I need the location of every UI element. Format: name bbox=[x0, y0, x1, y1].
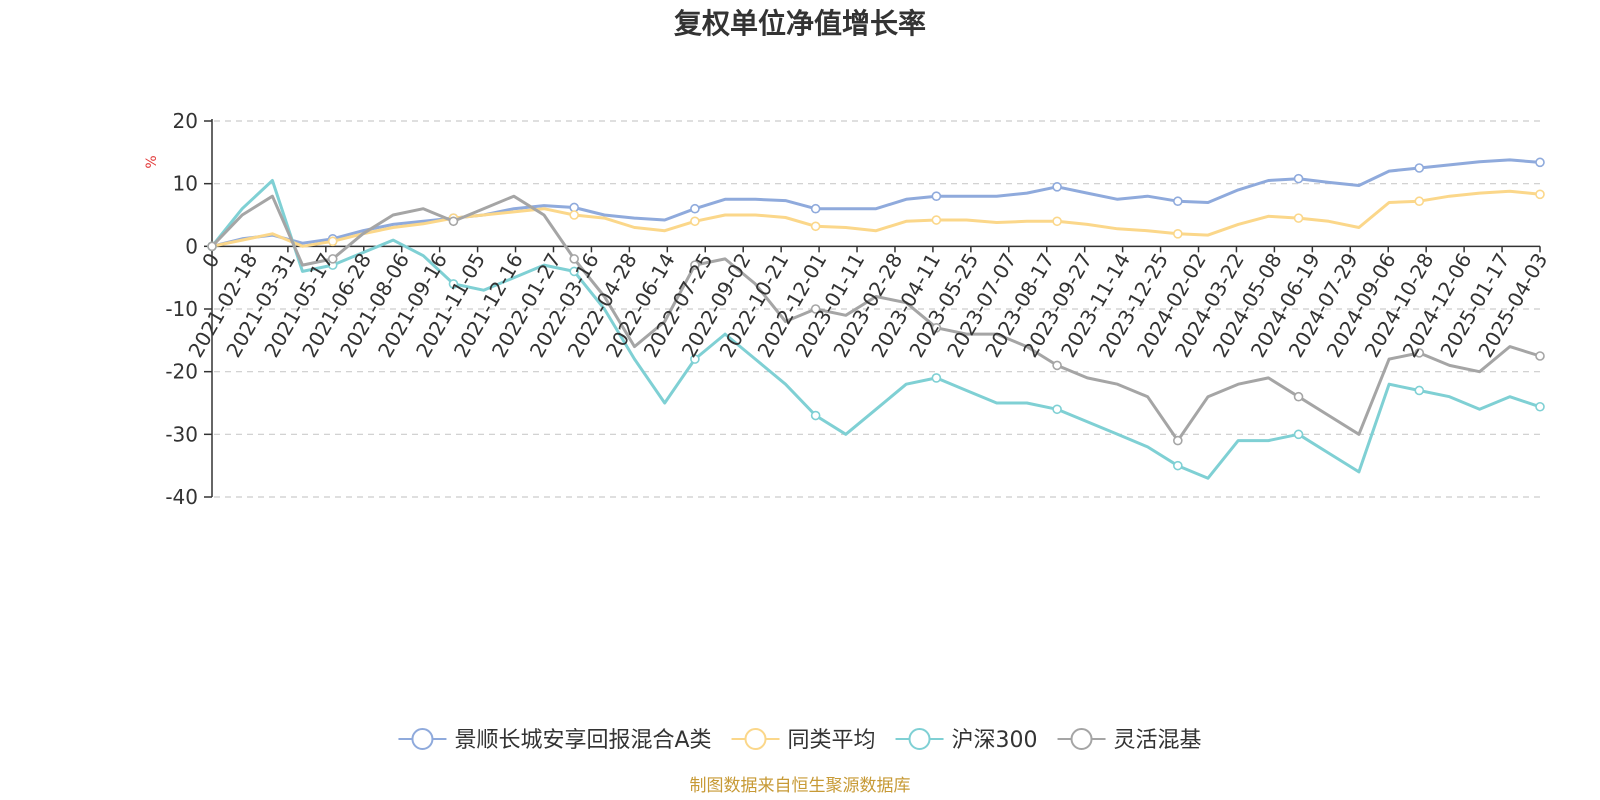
legend-label: 灵活混基 bbox=[1114, 728, 1202, 753]
legend-symbol-circle bbox=[908, 728, 931, 750]
data-point bbox=[1414, 163, 1425, 173]
data-point bbox=[1173, 435, 1183, 446]
data-point bbox=[1535, 401, 1545, 412]
data-point bbox=[569, 210, 579, 220]
legend-item-1[interactable]: 同类平均 bbox=[731, 728, 876, 753]
data-point bbox=[569, 254, 579, 264]
y-tick-label: -30 bbox=[165, 422, 198, 446]
y-tick-label: 0 bbox=[185, 234, 198, 258]
legend-label: 同类平均 bbox=[788, 728, 876, 753]
y-tick-label: -20 bbox=[165, 360, 198, 384]
legend-item-3[interactable]: 灵活混基 bbox=[1057, 728, 1202, 753]
data-point bbox=[448, 216, 459, 227]
data-point bbox=[1535, 157, 1545, 168]
data-point bbox=[1173, 460, 1183, 471]
series-line-2 bbox=[210, 179, 1541, 480]
data-point bbox=[690, 354, 700, 364]
legend-item-0[interactable]: 景顺长城安享回报混合A类 bbox=[398, 728, 712, 753]
y-tick-label: -40 bbox=[165, 485, 198, 509]
data-point bbox=[690, 260, 700, 270]
legend-item-2[interactable]: 沪深300 bbox=[895, 728, 1038, 753]
grid-layer bbox=[214, 120, 1540, 498]
data-point bbox=[1173, 196, 1183, 207]
data-point bbox=[1052, 182, 1062, 192]
data-point bbox=[569, 266, 579, 277]
data-point bbox=[810, 410, 821, 421]
series-line-0 bbox=[211, 158, 1541, 248]
series-line-3 bbox=[210, 194, 1541, 443]
data-point bbox=[931, 373, 942, 383]
series-layer bbox=[207, 157, 1545, 480]
data-point bbox=[1414, 348, 1425, 358]
data-point bbox=[1293, 429, 1304, 440]
data-point bbox=[327, 254, 338, 264]
data-point bbox=[1293, 213, 1304, 223]
data-point bbox=[207, 241, 217, 252]
data-point bbox=[810, 304, 821, 314]
y-tick-label: -10 bbox=[165, 297, 198, 321]
y-tick-label: 10 bbox=[173, 172, 198, 196]
axis-layer: 20 10 0 -10 -20 -30 -40 bbox=[165, 109, 1541, 509]
data-point bbox=[1414, 196, 1425, 207]
data-point bbox=[810, 203, 821, 214]
data-point bbox=[1535, 351, 1545, 361]
x-tick-label: 0 bbox=[197, 249, 224, 272]
data-source-note: 制图数据来自恒生聚源数据库 bbox=[690, 776, 911, 796]
data-point bbox=[1293, 391, 1304, 402]
data-point bbox=[931, 322, 942, 333]
legend-label: 沪深300 bbox=[952, 728, 1038, 753]
legend-symbol-circle bbox=[1070, 728, 1093, 750]
chart-title: 复权单位净值增长率 bbox=[674, 7, 926, 40]
legend-symbol-circle bbox=[744, 728, 767, 750]
data-point bbox=[327, 236, 338, 247]
data-point bbox=[931, 215, 942, 225]
series-line-1 bbox=[211, 189, 1541, 248]
legend-label: 景顺长城安享回报混合A类 bbox=[454, 728, 711, 753]
data-point bbox=[1052, 216, 1062, 227]
data-point bbox=[1173, 229, 1183, 239]
legend-symbol-circle bbox=[411, 728, 434, 750]
y-tick-label: 20 bbox=[173, 109, 198, 133]
data-point bbox=[931, 191, 942, 201]
legend[interactable]: 景顺长城安享回报混合A类 同类平均 沪深300 灵活混基 bbox=[398, 728, 1202, 753]
data-point bbox=[1535, 189, 1545, 200]
data-point bbox=[810, 221, 821, 232]
y-axis-unit: % bbox=[144, 155, 160, 168]
data-point bbox=[448, 279, 459, 289]
data-point bbox=[1052, 360, 1062, 371]
data-point bbox=[1414, 385, 1425, 396]
data-point bbox=[690, 203, 700, 214]
data-point bbox=[1052, 404, 1062, 415]
data-point bbox=[690, 216, 700, 227]
data-point bbox=[1293, 173, 1304, 184]
x-tick-labels: 02021-02-182021-03-312021-05-172021-06-2… bbox=[183, 249, 1552, 362]
